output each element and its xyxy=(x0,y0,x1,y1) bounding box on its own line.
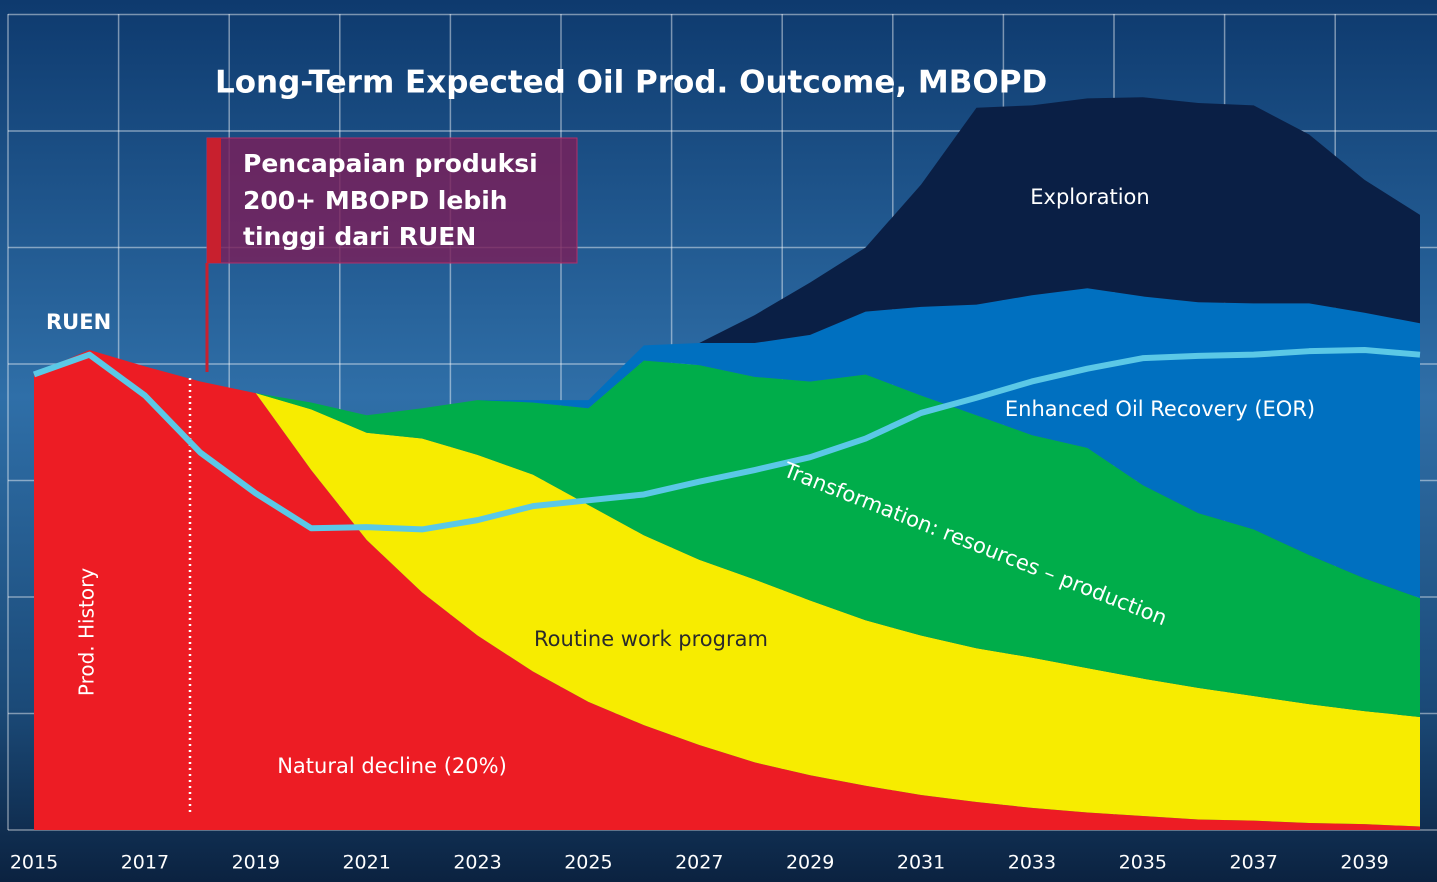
area xyxy=(34,350,1420,827)
annotation-box xyxy=(206,137,578,264)
annotation-text: tinggi dari RUEN xyxy=(243,222,476,251)
x-tick-label: 2029 xyxy=(786,852,834,874)
area xyxy=(34,97,1420,416)
x-tick-label: 2019 xyxy=(232,852,280,874)
series-label: Exploration xyxy=(1030,185,1149,209)
x-tick-label: 2031 xyxy=(897,852,945,874)
x-tick-label: 2015 xyxy=(10,852,58,874)
line xyxy=(32,347,1421,533)
x-tick-label: 2021 xyxy=(342,852,390,874)
history-label: Prod. History xyxy=(75,568,99,696)
x-tick-label: 2035 xyxy=(1119,852,1167,874)
x-tick-label: 2027 xyxy=(675,852,723,874)
x-tick-label: 2023 xyxy=(453,852,501,874)
x-tick-label: 2017 xyxy=(121,852,169,874)
annotation-text: 200+ MBOPD lebih xyxy=(243,186,508,215)
x-tick-label: 2033 xyxy=(1008,852,1056,874)
series-label: Natural decline (20%) xyxy=(277,754,507,778)
annotation-text: Pencapaian produksi xyxy=(243,149,538,178)
lines xyxy=(32,347,1421,533)
x-tick-label: 2039 xyxy=(1340,852,1388,874)
area xyxy=(34,350,1420,830)
line-label: RUEN xyxy=(46,310,111,334)
area xyxy=(34,288,1420,599)
x-tick-label: 2037 xyxy=(1230,852,1278,874)
annotation: Pencapaian produksi 200+ MBOPD lebih tin… xyxy=(205,137,578,372)
series-label: Routine work program xyxy=(534,627,768,651)
area xyxy=(34,350,1420,717)
annotation-bar xyxy=(207,138,221,263)
areas xyxy=(34,97,1420,830)
x-tick-label: 2025 xyxy=(564,852,612,874)
chart-title: Long-Term Expected Oil Prod. Outcome, MB… xyxy=(215,65,1047,101)
series-label: Enhanced Oil Recovery (EOR) xyxy=(1005,397,1315,421)
